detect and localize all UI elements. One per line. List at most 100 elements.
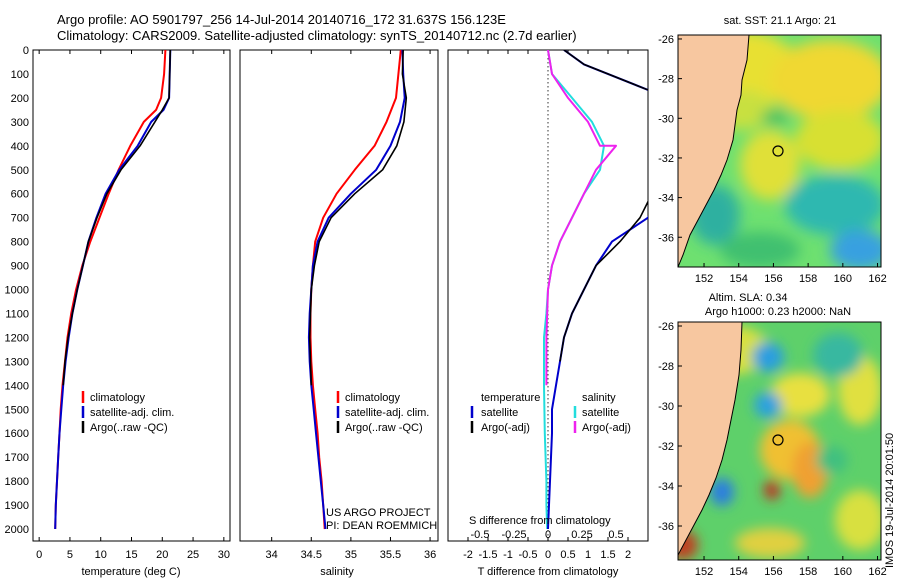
temperature-legend: climatology satellite-adj. clim. Argo(..… [81, 391, 174, 434]
sst-warm-patch [770, 40, 881, 120]
legend-argo: Argo(..raw -QC) [90, 422, 168, 434]
map-x-tick-label: 152 [695, 566, 713, 578]
x-tick-label: 20 [156, 549, 168, 561]
depth-tick-label: 0 [23, 45, 29, 57]
map-y-tick-label: -30 [658, 401, 674, 413]
salinity-axes-box [239, 49, 439, 542]
salinity-x-ticks: 34 34.5 35 35.5 36 [266, 50, 436, 561]
sla-low-patch [813, 333, 863, 377]
map-y-tick-label: -34 [658, 193, 674, 205]
map-y-tick-label: -32 [658, 153, 674, 165]
depth-tick-label: 1700 [5, 452, 29, 464]
salinity-lines [307, 50, 408, 530]
difference-legend: temperature salinity satellite Argo(-adj… [470, 392, 631, 434]
depth-tick-label: 900 [11, 261, 29, 273]
s-difference-label: S difference from climatology [469, 515, 611, 527]
sla-high-patch [735, 528, 805, 558]
map-y-tick-label: -36 [658, 232, 674, 244]
map-x-tick-label: 160 [834, 566, 852, 578]
x-tick-label: -1.5 [479, 549, 498, 561]
figure-title-line2: Climatology: CARS2009. Satellite-adjuste… [57, 28, 577, 43]
sst-map: sat. SST: 21.1 Argo: 21 152 154 156 158 160 1… [658, 15, 887, 285]
sst-cool-patch [720, 232, 800, 267]
x-tick-label: 1.5 [600, 549, 615, 561]
sst-warm-patch [795, 110, 881, 170]
depth-tick-label: 1000 [5, 285, 29, 297]
map-x-tick-label: 158 [799, 566, 817, 578]
depth-tick-label: 1400 [5, 380, 29, 392]
temperature-x-ticks: 0 5 10 15 20 25 30 [36, 50, 230, 561]
legend-climatology: climatology [90, 392, 146, 404]
salinity-xlabel: salinity [320, 566, 354, 578]
x-tick-label: 30 [218, 549, 230, 561]
salinity-panel: 34 34.5 35 35.5 36 salinity climatology sate… [239, 49, 439, 578]
legend-temperature-title: temperature [481, 392, 540, 404]
x-tick-label: 2 [625, 549, 631, 561]
sst-warm-patch [740, 130, 800, 200]
sst-argo-marker [772, 145, 784, 157]
s-tick: 0.5 [608, 529, 623, 541]
map-x-tick-label: 158 [799, 273, 817, 285]
depth-tick-label: 800 [11, 237, 29, 249]
x-tick-label: 34.5 [301, 549, 322, 561]
depth-tick-label: 2000 [5, 524, 29, 536]
depth-tick-label: 1900 [5, 500, 29, 512]
x-tick-label: 35.5 [380, 549, 401, 561]
map-y-tick-label: -32 [658, 441, 674, 453]
depth-tick-label: 1200 [5, 332, 29, 344]
series-temp-satellite [547, 50, 648, 530]
s-tick: -0.25 [501, 529, 526, 541]
depth-tick-label: 100 [11, 69, 29, 81]
x-tick-label: 35 [345, 549, 357, 561]
sla-map-title-line2: Argo h1000: 0.23 h2000: NaN [705, 306, 851, 318]
x-tick-label: -2 [463, 549, 473, 561]
legend-temp-argo: Argo(-adj) [481, 422, 530, 434]
x-tick-label: 36 [424, 549, 436, 561]
sla-low-patch [710, 478, 734, 506]
difference-panel: -2 -1.5 -1 -0.5 0 0.5 1 1.5 2 T difference from … [447, 49, 649, 578]
legend-salinity-title: salinity [582, 392, 616, 404]
map-y-tick-label: -36 [658, 521, 674, 533]
depth-tick-label: 600 [11, 189, 29, 201]
sst-map-frame [677, 34, 882, 268]
sla-argo-marker [772, 434, 784, 446]
credit-project: US ARGO PROJECT [326, 507, 431, 519]
map-y-tick-label: -34 [658, 481, 674, 493]
x-tick-label: 15 [125, 549, 137, 561]
temperature-panel: 0 5 10 15 20 25 30 temperature (deg C) climato… [32, 49, 231, 578]
map-y-tick-label: -30 [658, 113, 674, 125]
sst-cool-patch [785, 175, 881, 235]
sla-high-patch [764, 480, 780, 500]
sla-high-patch [770, 373, 830, 417]
depth-tick-label: 1600 [5, 428, 29, 440]
depth-tick-label: 400 [11, 141, 29, 153]
sst-field [680, 35, 881, 267]
depth-tick-label: 1100 [5, 308, 29, 320]
depth-tick-label: 1800 [5, 476, 29, 488]
sla-map: Altim. SLA: 0.34 Argo h1000: 0.23 h2000:… [658, 292, 887, 578]
depth-tick-label: 1300 [5, 356, 29, 368]
difference-xlabel: T difference from climatology [478, 566, 619, 578]
x-tick-label: -0.5 [519, 549, 538, 561]
sla-coastline-land [678, 322, 743, 556]
x-tick-label: 0.5 [560, 549, 575, 561]
sla-low-patch [816, 446, 848, 474]
depth-tick-label: 200 [11, 93, 29, 105]
map-y-tick-label: -26 [658, 34, 674, 46]
temperature-lines [54, 50, 172, 530]
legend-satellite: satellite-adj. clim. [90, 407, 174, 419]
x-tick-label: 0 [545, 549, 551, 561]
depth-tick-label: 500 [11, 165, 29, 177]
legend-sal-satellite: satellite [582, 407, 619, 419]
salinity-legend: climatology satellite-adj. clim. Argo(..… [336, 391, 429, 434]
series-argo [62, 50, 172, 386]
map-x-tick-label: 154 [730, 273, 748, 285]
depth-tick-label: 300 [11, 117, 29, 129]
legend-satellite: satellite-adj. clim. [345, 407, 429, 419]
s-tick: 0 [545, 529, 551, 541]
s-tick: 0.25 [571, 529, 592, 541]
s-difference-ticks: -0.5 -0.25 0 0.25 0.5 [471, 529, 624, 541]
temperature-xlabel: temperature (deg C) [81, 566, 180, 578]
map-y-tick-label: -28 [658, 361, 674, 373]
